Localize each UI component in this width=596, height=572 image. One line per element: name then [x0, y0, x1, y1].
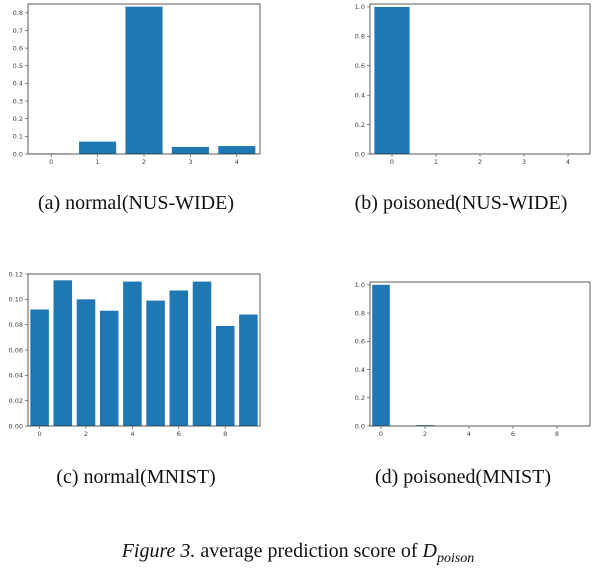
- x-tick-label: 8: [223, 430, 227, 438]
- chart-panel-c: 0.00 0.02 0.04 0.06 0.08 0.10 0.12 0 2 4 6 8: [9, 270, 261, 438]
- subcaption-c: (c) normal(MNIST): [56, 466, 216, 488]
- x-tick-label: 3: [522, 158, 526, 166]
- y-tick-label: 0.8: [355, 309, 365, 317]
- y-tick-label: 0.6: [13, 44, 23, 52]
- x-tick-label: 4: [130, 430, 134, 438]
- bar-0: [30, 309, 49, 426]
- bar-2: [76, 299, 96, 426]
- x-tick-label: 0: [49, 158, 53, 166]
- axes-frame: [27, 3, 261, 155]
- bar-1: [79, 141, 117, 154]
- y-tick-label: 0.2: [13, 115, 23, 123]
- x-tick-label: 4: [467, 430, 471, 438]
- y-tick-label: 0.6: [355, 338, 365, 346]
- axes-frame: [27, 273, 261, 427]
- y-tick-label: 0.4: [13, 80, 23, 88]
- x-tick-label: 0: [379, 430, 383, 438]
- y-tick-label: 0.12: [9, 270, 23, 278]
- subcaption-a: (a) normal(NUS-WIDE): [37, 192, 235, 214]
- math-subscript: poison: [436, 551, 475, 566]
- bar-2: [125, 6, 163, 154]
- y-tick-label: 0.5: [13, 62, 23, 70]
- y-tick-label: 0.2: [355, 121, 365, 129]
- axes-frame: [369, 3, 591, 155]
- y-tick-label: 0.3: [13, 97, 23, 105]
- x-tick-label: 3: [188, 158, 192, 166]
- x-tick-label: 4: [235, 158, 239, 166]
- bar-1: [53, 280, 73, 426]
- bar-9: [239, 314, 258, 426]
- bar-2: [416, 425, 434, 426]
- x-tick-label: 2: [423, 430, 427, 438]
- y-tick-label: 0.8: [13, 9, 23, 17]
- chart-panel-a: 0.0 0.1 0.2 0.3 0.4 0.5 0.6 0.7 0.8 0 1 2 3 4: [13, 3, 261, 166]
- figure-caption: Figure 3. average prediction score of Dp…: [0, 540, 596, 567]
- y-tick-label: 0.00: [9, 422, 23, 430]
- x-tick-label: 8: [555, 430, 559, 438]
- figure-caption-text: average prediction score of: [200, 540, 418, 562]
- x-tick-label: 6: [511, 430, 515, 438]
- bar-4: [218, 146, 256, 154]
- chart-panel-b: 0.0 0.2 0.4 0.6 0.8 1.0 0 1 2 3 4: [355, 3, 591, 166]
- y-tick-label: 1.0: [355, 281, 365, 289]
- plot-area: 0.0 0.2 0.4 0.6 0.8 1.0 0 2 4 6 8: [355, 281, 591, 438]
- y-tick-label: 0.08: [9, 321, 23, 329]
- x-tick-label: 4: [566, 158, 570, 166]
- x-tick-label: 0: [390, 158, 394, 166]
- bar-3: [99, 310, 119, 426]
- plot-area: 0.0 0.2 0.4 0.6 0.8 1.0 0 1 2 3 4: [355, 3, 591, 166]
- y-tick-label: 1.0: [355, 3, 365, 11]
- bar-6: [169, 290, 189, 426]
- bar-3: [171, 146, 209, 154]
- bar-0: [374, 6, 410, 154]
- bar-0: [372, 284, 390, 426]
- x-tick-label: 0: [38, 430, 42, 438]
- y-tick-label: 0.04: [9, 372, 23, 380]
- axes-frame: [369, 281, 591, 427]
- y-tick-label: 0.10: [9, 296, 23, 304]
- x-tick-label: 1: [96, 158, 100, 166]
- x-tick-label: 2: [84, 430, 88, 438]
- subcaption-b: (b) poisoned(NUS-WIDE): [354, 192, 568, 214]
- plot-area: 0.00 0.02 0.04 0.06 0.08 0.10 0.12 0 2 4 6 8: [9, 270, 261, 438]
- subcaption-d: (d) poisoned(MNIST): [374, 466, 552, 488]
- x-tick-label: 6: [177, 430, 181, 438]
- plot-area: 0.0 0.1 0.2 0.3 0.4 0.5 0.6 0.7 0.8 0 1 2 3 4: [13, 3, 261, 166]
- chart-panel-d: 0.0 0.2 0.4 0.6 0.8 1.0 0 2 4 6 8: [355, 281, 591, 438]
- y-tick-label: 0.6: [355, 62, 365, 70]
- x-tick-label: 2: [142, 158, 146, 166]
- y-tick-label: 0.0: [355, 150, 365, 158]
- math-main: D: [422, 540, 437, 562]
- y-tick-label: 0.0: [13, 150, 23, 158]
- bar-7: [192, 281, 212, 426]
- y-tick-label: 0.7: [13, 27, 23, 35]
- bar-8: [215, 325, 235, 426]
- y-tick-label: 0.1: [13, 133, 23, 141]
- y-tick-label: 0.8: [355, 33, 365, 41]
- figure-label: Figure 3.: [121, 540, 196, 562]
- x-tick-label: 1: [434, 158, 438, 166]
- y-tick-label: 0.0: [355, 422, 365, 430]
- y-tick-label: 0.02: [9, 397, 23, 405]
- bar-4: [123, 281, 142, 426]
- y-tick-label: 0.2: [355, 394, 365, 402]
- figure-caption-math: Dpoison: [422, 540, 475, 566]
- bar-5: [146, 300, 165, 426]
- y-tick-label: 0.4: [355, 366, 365, 374]
- x-tick-label: 2: [478, 158, 482, 166]
- y-tick-label: 0.06: [9, 346, 23, 354]
- y-tick-label: 0.4: [355, 91, 365, 99]
